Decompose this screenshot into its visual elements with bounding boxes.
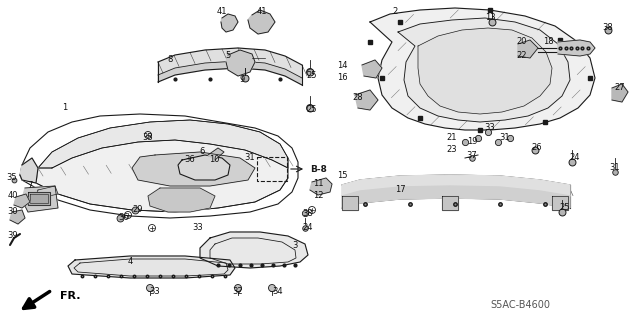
Text: 12: 12 (313, 190, 323, 199)
Text: 22: 22 (516, 50, 527, 60)
Circle shape (269, 285, 275, 292)
Text: 24: 24 (570, 153, 580, 162)
Text: 29: 29 (132, 205, 143, 214)
Text: 25: 25 (307, 70, 317, 79)
Polygon shape (28, 192, 50, 205)
Text: 25: 25 (307, 106, 317, 115)
Text: 37: 37 (467, 151, 477, 160)
Polygon shape (342, 196, 358, 210)
Polygon shape (68, 256, 235, 278)
Text: 28: 28 (353, 93, 364, 102)
Text: 15: 15 (337, 170, 348, 180)
Text: 30: 30 (8, 207, 19, 217)
Polygon shape (342, 186, 570, 208)
Polygon shape (226, 50, 255, 76)
Text: 18: 18 (543, 38, 554, 47)
Polygon shape (442, 196, 458, 210)
Polygon shape (248, 10, 275, 34)
Polygon shape (200, 232, 308, 268)
Text: 41: 41 (217, 8, 227, 17)
Text: 41: 41 (257, 8, 268, 17)
Text: 25: 25 (560, 204, 570, 212)
Text: 35: 35 (6, 174, 17, 182)
Text: 16: 16 (337, 73, 348, 83)
Polygon shape (14, 194, 30, 208)
Polygon shape (518, 40, 538, 58)
Polygon shape (20, 158, 38, 183)
Circle shape (147, 285, 154, 292)
Text: 1: 1 (62, 103, 68, 113)
Text: 6: 6 (199, 147, 205, 157)
Polygon shape (355, 90, 378, 110)
Text: 19: 19 (467, 137, 477, 146)
Text: 27: 27 (614, 84, 625, 93)
Text: 31: 31 (610, 164, 620, 173)
Text: 34: 34 (273, 286, 284, 295)
Text: 33: 33 (193, 224, 204, 233)
Polygon shape (221, 14, 238, 32)
Polygon shape (398, 18, 570, 122)
Polygon shape (370, 8, 595, 130)
Polygon shape (418, 28, 552, 114)
Circle shape (234, 285, 241, 292)
Polygon shape (558, 40, 595, 56)
Text: 36: 36 (184, 155, 195, 165)
Polygon shape (10, 210, 25, 224)
Text: 31: 31 (500, 133, 510, 143)
Polygon shape (612, 84, 628, 102)
Polygon shape (552, 196, 568, 210)
Text: 3: 3 (292, 241, 298, 249)
Polygon shape (36, 186, 58, 198)
Polygon shape (22, 186, 58, 212)
Text: 13: 13 (484, 13, 495, 23)
Polygon shape (208, 148, 224, 160)
Text: 33: 33 (143, 133, 154, 143)
Text: 21: 21 (447, 133, 457, 143)
Text: 4: 4 (127, 257, 132, 266)
Text: 17: 17 (395, 186, 405, 195)
Text: 14: 14 (337, 61, 348, 70)
Text: 23: 23 (447, 145, 458, 154)
Text: 33: 33 (484, 123, 495, 132)
Polygon shape (132, 152, 255, 186)
Polygon shape (178, 155, 230, 180)
Polygon shape (342, 175, 570, 196)
Text: S5AC-B4600: S5AC-B4600 (490, 300, 550, 310)
Text: 20: 20 (516, 38, 527, 47)
Polygon shape (148, 188, 215, 212)
Text: 40: 40 (8, 191, 19, 201)
Polygon shape (310, 178, 332, 195)
Text: 32: 32 (233, 286, 243, 295)
Polygon shape (158, 61, 302, 85)
Polygon shape (38, 120, 288, 168)
Text: 11: 11 (313, 179, 323, 188)
Text: 38: 38 (603, 24, 613, 33)
Text: 10: 10 (209, 155, 220, 165)
Text: 8: 8 (167, 56, 173, 64)
Text: 39: 39 (8, 231, 19, 240)
Text: 38: 38 (303, 209, 314, 218)
Text: 36: 36 (118, 213, 129, 222)
Text: B-8: B-8 (310, 165, 327, 174)
Text: 24: 24 (303, 224, 313, 233)
Polygon shape (36, 140, 288, 212)
Text: 33: 33 (150, 286, 161, 295)
Text: 31: 31 (244, 153, 255, 162)
Text: 26: 26 (532, 144, 542, 152)
Text: FR.: FR. (60, 291, 81, 301)
Text: 7: 7 (28, 181, 33, 189)
Polygon shape (158, 48, 302, 78)
Text: 2: 2 (392, 8, 397, 17)
Text: 9: 9 (239, 76, 244, 85)
Text: 5: 5 (225, 50, 230, 60)
Polygon shape (362, 60, 382, 78)
